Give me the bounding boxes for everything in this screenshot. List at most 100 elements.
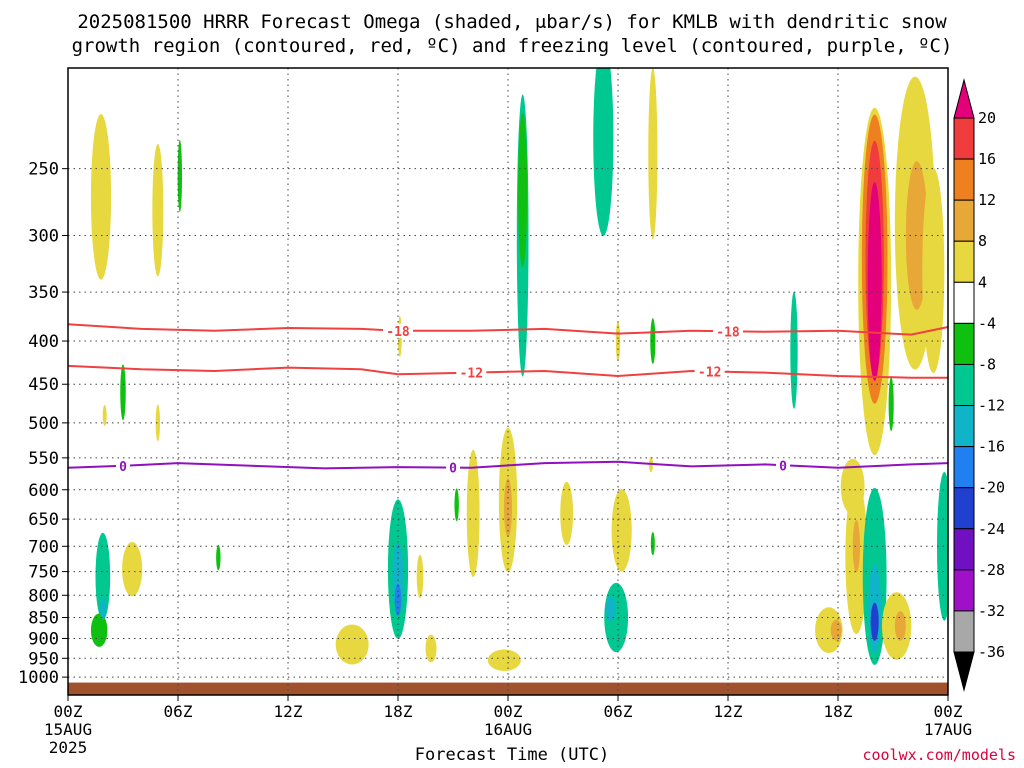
colorbar-label: 16 [978,150,996,168]
contour-label: -18 [386,325,410,340]
omega-feature-4 [120,364,126,421]
y-tick-label: 1000 [18,668,59,688]
x-tick-label: 18Z [384,702,413,721]
contour-0: 0 0 0 [67,458,949,477]
y-tick-label: 900 [28,629,59,649]
contour-label: -12 [460,367,483,382]
omega-feature-35 [790,291,798,409]
contour-line-0 [67,460,949,470]
colorbar-label: -12 [978,397,1005,415]
y-tick-label: 800 [28,586,59,606]
colorbar-box-2 [953,199,975,242]
y-tick-label: 350 [28,283,59,303]
omega-feature-22 [487,649,521,671]
colorbar-top-triangle [953,78,975,119]
omega-feature-30 [648,68,658,240]
omega-feature-8 [100,597,106,620]
colorbar-box-8 [953,446,975,489]
colorbar-bottom-triangle [953,651,975,692]
y-tick-label: 550 [28,449,59,469]
contour-label-bg [456,365,487,380]
y-axis: 2503003504004505005506006507007508008509… [18,160,68,688]
omega-feature-9 [122,542,143,597]
omega-feature-3 [102,404,107,426]
x-tick-date-label: 15AUG [44,720,92,739]
contour-label: 0 [449,462,457,477]
colorbar-box-9 [953,487,975,530]
x-axis-title: Forecast Time (UTC) [414,745,610,765]
omega-feature-16 [425,634,437,663]
omega-feature-25 [560,481,574,546]
contour--12: -12 -12 [67,364,948,382]
y-tick-label: 600 [28,481,59,501]
omega-feature-37 [815,607,843,654]
colorbar-label: -8 [978,355,996,373]
contour--18: -18 -18 [67,323,949,340]
colorbar-label: -20 [978,479,1005,497]
contour-label-bg [776,458,790,473]
x-tick-year-label: 2025 [49,738,88,757]
omega-feature-54 [937,471,948,621]
y-tick-label: 300 [28,227,59,247]
credit-link[interactable]: coolwx.com/models [862,746,1016,764]
omega-feature-2 [177,139,183,212]
omega-feature-7 [90,613,108,647]
omega-feature-32 [650,318,656,364]
y-tick-label: 250 [28,160,59,180]
x-tick-date-label: 16AUG [484,720,532,739]
contour-label-bg [694,364,725,379]
y-tick-label: 850 [28,608,59,628]
chart-title-line-2: growth region (contoured, red, ºC) and f… [71,35,953,57]
omega-feature-14 [394,583,402,616]
contour-label-bg [446,460,460,475]
omega-feature-21 [503,478,513,537]
terrain-band [68,682,948,695]
colorbar-label: -32 [978,602,1005,620]
y-tick-label: 450 [28,375,59,395]
chart-title-line-1: 2025081500 HRRR Forecast Omega (shaded, … [77,11,947,33]
omega-feature-38 [830,619,842,641]
y-tick-label: 700 [28,537,59,557]
colorbar-label: 8 [978,232,987,250]
colorbar-box-3 [953,240,975,283]
omega-feature-26 [593,68,614,236]
x-tick-label: 00Z [934,702,963,721]
y-tick-label: 750 [28,563,59,583]
contour-label-bg [116,458,130,473]
x-tick-label: 12Z [274,702,303,721]
x-tick-label: 00Z [54,702,83,721]
contour-label-bg [383,323,413,338]
omega-feature-0 [90,113,112,280]
colorbar-label: 20 [978,109,996,127]
colorbar-label: -24 [978,520,1005,538]
colorbar-label: 4 [978,273,987,291]
omega-feature-1 [152,144,164,277]
contour-label: 0 [119,460,127,475]
colorbar-box-0 [953,117,975,160]
omega-feature-6 [95,532,111,621]
x-tick-label: 06Z [164,702,193,721]
colorbar-box-6 [953,363,975,407]
omega-feature-5 [155,404,161,442]
colorbar-box-11 [953,569,975,612]
omega-feature-18 [454,488,459,522]
omega-feature-19 [466,449,480,578]
contour-label-bg [713,324,743,339]
x-tick-label: 18Z [824,702,853,721]
colorbar: 20 16 12 8 4 -4 -8 -12 -16 -20 -24 -28 -32 -36 [953,78,1005,692]
omega-feature-40 [852,520,860,573]
colorbar-box-7 [953,405,975,448]
colorbar-box-12 [953,610,975,653]
x-tick-date-label: 17AUG [924,720,972,739]
y-tick-label: 400 [28,332,59,352]
omega-feature-34 [650,532,655,556]
omega-feature-15 [416,554,424,599]
omega-feature-51 [905,161,928,310]
y-tick-label: 500 [28,414,59,434]
colorbar-label: -4 [978,314,996,332]
colorbar-label: -28 [978,561,1005,579]
omega-feature-45 [894,611,906,641]
omega-feature-49 [867,181,882,381]
